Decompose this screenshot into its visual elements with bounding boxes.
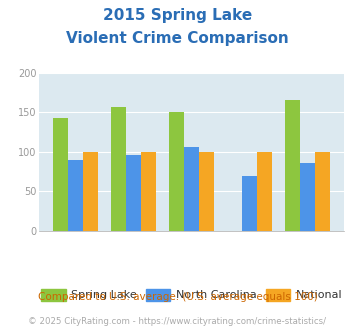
Bar bbox=[169, 112, 184, 231]
Bar bbox=[184, 147, 199, 231]
Bar bbox=[242, 176, 257, 231]
Bar bbox=[126, 155, 141, 231]
Bar bbox=[111, 107, 126, 231]
Bar bbox=[199, 152, 214, 231]
Legend: Spring Lake, North Carolina, National: Spring Lake, North Carolina, National bbox=[37, 284, 346, 305]
Bar bbox=[315, 152, 331, 231]
Bar bbox=[285, 100, 300, 231]
Bar bbox=[141, 152, 156, 231]
Text: © 2025 CityRating.com - https://www.cityrating.com/crime-statistics/: © 2025 CityRating.com - https://www.city… bbox=[28, 317, 327, 326]
Text: Compared to U.S. average. (U.S. average equals 100): Compared to U.S. average. (U.S. average … bbox=[38, 292, 317, 302]
Text: Violent Crime Comparison: Violent Crime Comparison bbox=[66, 31, 289, 46]
Bar bbox=[68, 160, 83, 231]
Text: 2015 Spring Lake: 2015 Spring Lake bbox=[103, 8, 252, 23]
Bar bbox=[300, 163, 315, 231]
Bar bbox=[83, 152, 98, 231]
Bar bbox=[53, 118, 68, 231]
Bar bbox=[257, 152, 272, 231]
